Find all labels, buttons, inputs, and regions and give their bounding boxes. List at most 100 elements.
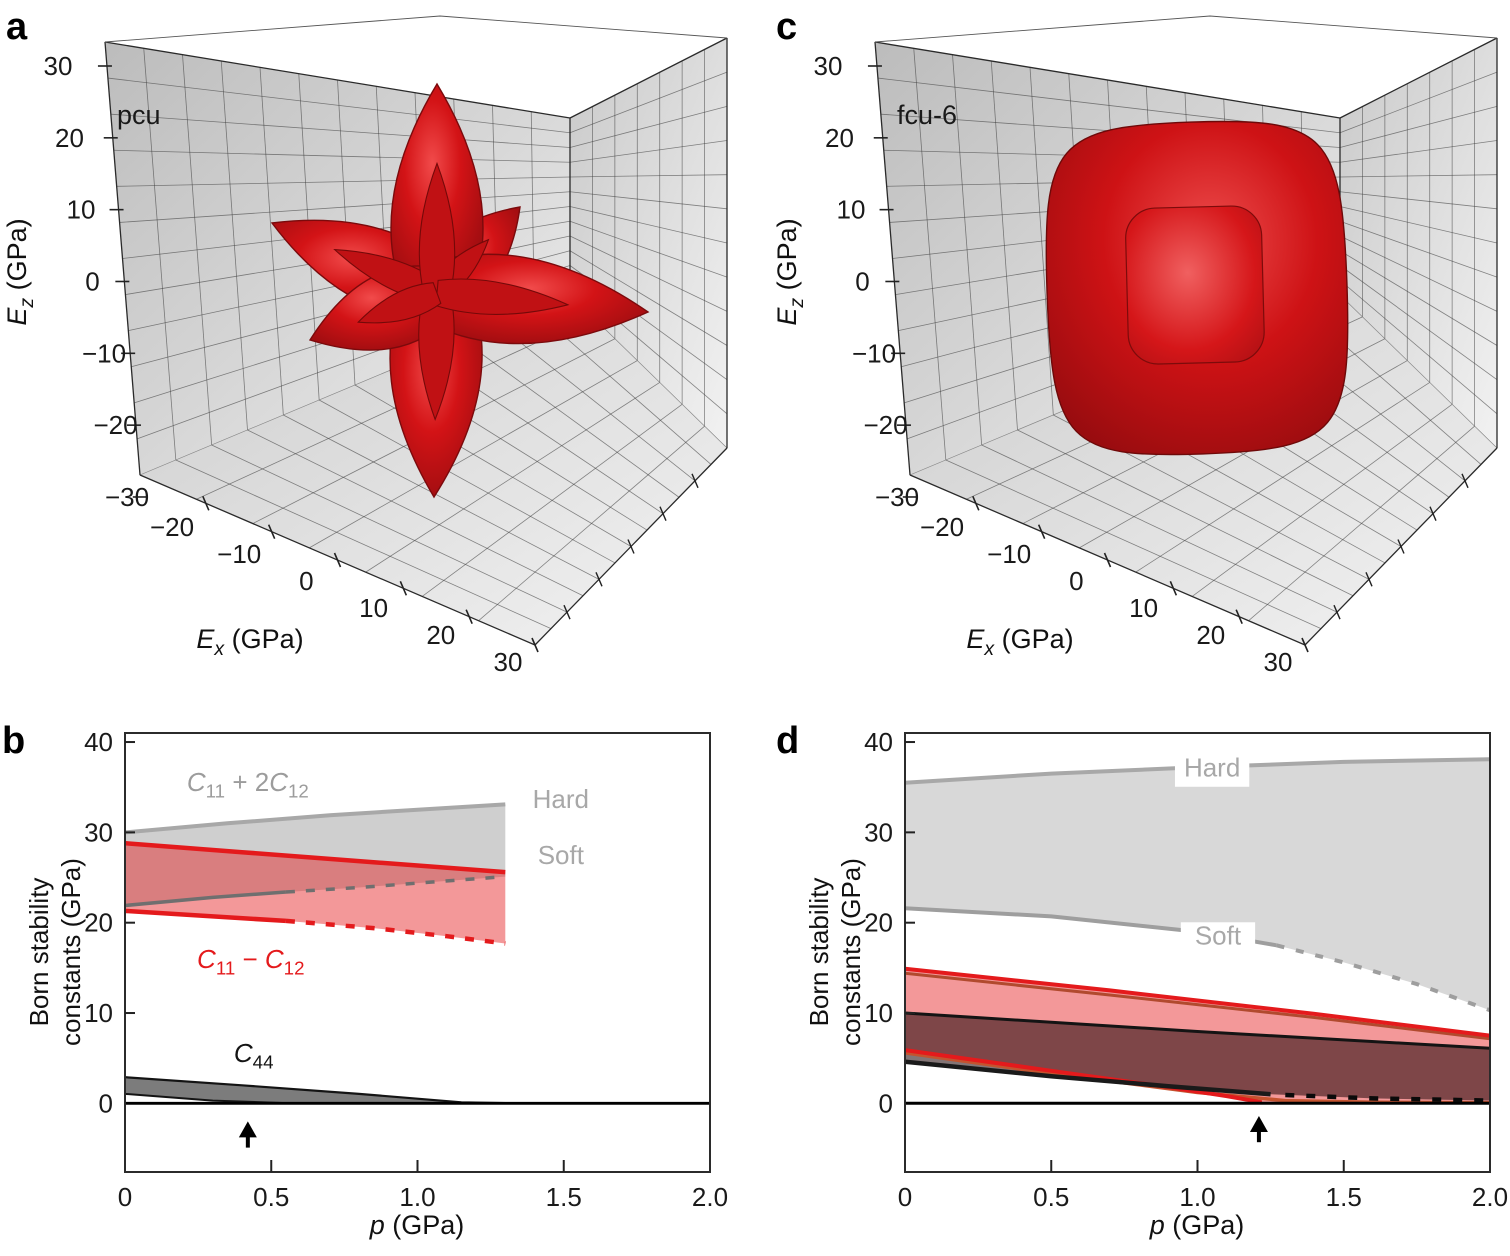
text-label: 0.5 bbox=[1033, 1182, 1069, 1212]
text-label: 30 bbox=[44, 51, 73, 81]
text-label: 40 bbox=[864, 727, 893, 757]
label-chip bbox=[1180, 922, 1256, 955]
arrow-marker bbox=[238, 1121, 257, 1148]
series-brown_hard bbox=[905, 971, 1490, 1041]
fill-region-2 bbox=[125, 1077, 506, 1104]
net-tag-pcu: pcu bbox=[117, 100, 161, 130]
text-label: Ex (GPa) bbox=[196, 624, 303, 660]
series-red_soft_dashed bbox=[285, 918, 506, 946]
text-label: 1.5 bbox=[546, 1182, 582, 1212]
text-label: −10 bbox=[82, 338, 126, 368]
chart-d-xaxis-title: p (GPa) bbox=[1149, 1210, 1245, 1240]
text-label: 1.0 bbox=[1179, 1182, 1215, 1212]
series-black_soft bbox=[905, 1059, 1271, 1097]
text-label: 20 bbox=[1196, 620, 1225, 650]
text-label: C44 bbox=[234, 1038, 274, 1073]
text-label: −20 bbox=[150, 512, 194, 542]
panel-label-a: a bbox=[6, 6, 28, 48]
z-axis-ticks: 30 20 10 0 −10 −20 −30 bbox=[44, 51, 150, 512]
isosurface-blob bbox=[1045, 120, 1349, 456]
text-label: 10 bbox=[84, 998, 113, 1028]
text-label: 10 bbox=[1129, 593, 1158, 623]
tick-marks bbox=[905, 741, 1345, 1172]
text-label: −20 bbox=[863, 410, 907, 440]
plot-area bbox=[905, 757, 1490, 1105]
arrow-marker bbox=[1249, 1115, 1268, 1143]
text-label: −10 bbox=[217, 539, 261, 569]
fill-region-0 bbox=[125, 804, 506, 906]
series-red_soft_solid bbox=[125, 908, 287, 924]
fill-region-0 bbox=[905, 759, 1490, 1011]
y-axis-ticks bbox=[1333, 473, 1469, 620]
text-label: 10 bbox=[864, 998, 893, 1028]
series-soft_line_dashed bbox=[1276, 943, 1490, 1013]
series-soft_line_solid bbox=[125, 890, 287, 908]
tick-marks bbox=[125, 741, 565, 1172]
text-label: 0 bbox=[118, 1182, 132, 1212]
text-label: 30 bbox=[494, 647, 523, 677]
plot-area bbox=[125, 802, 710, 1105]
text-label: Soft bbox=[1195, 920, 1242, 950]
text-label: −10 bbox=[852, 338, 896, 368]
text-label: −30 bbox=[875, 482, 919, 512]
y-axis-ticks bbox=[563, 473, 699, 620]
text-label: −10 bbox=[987, 539, 1031, 569]
text-label: 0 bbox=[1069, 566, 1083, 596]
text-label: 20 bbox=[55, 123, 84, 153]
panel-label-d: d bbox=[776, 720, 800, 762]
text-label: Ez (GPa) bbox=[2, 218, 38, 325]
text-label: 40 bbox=[84, 727, 113, 757]
isosurface-star bbox=[270, 82, 650, 499]
text-label: Ez (GPa) bbox=[772, 218, 808, 325]
text-label: Hard bbox=[1184, 752, 1240, 782]
text-label: 0.5 bbox=[253, 1182, 289, 1212]
text-label: 1.5 bbox=[1326, 1182, 1362, 1212]
text-label: 1.0 bbox=[399, 1182, 435, 1212]
text-label: 20 bbox=[825, 123, 854, 153]
text-label: 10 bbox=[359, 593, 388, 623]
text-label: 0 bbox=[879, 1088, 893, 1118]
text-label: Soft bbox=[538, 840, 585, 870]
fill-region-1 bbox=[125, 843, 506, 944]
z-axis-ticks: 30 20 10 0 −10 −20 −30 bbox=[814, 51, 920, 512]
chart-b-yaxis-title: Born stability constants (GPa) bbox=[24, 858, 86, 1046]
fill-region-2 bbox=[905, 1013, 1490, 1101]
text-label: 2.0 bbox=[1472, 1182, 1508, 1212]
text-label: 0 bbox=[99, 1088, 113, 1118]
text-label: 10 bbox=[837, 195, 866, 225]
text-label: 30 bbox=[864, 817, 893, 847]
series-soft_line_dashed bbox=[285, 874, 506, 894]
panel-label-c: c bbox=[776, 6, 798, 48]
chart-d-yaxis-title: Born stability constants (GPa) bbox=[804, 858, 866, 1046]
text-label: 0 bbox=[898, 1182, 912, 1212]
text-label: −30 bbox=[105, 482, 149, 512]
text-label: Ex (GPa) bbox=[966, 624, 1073, 660]
text-label: 20 bbox=[84, 908, 113, 938]
chart-b-xaxis-title: p (GPa) bbox=[369, 1210, 465, 1240]
text-label: 0 bbox=[299, 566, 313, 596]
text-label: Hard bbox=[533, 784, 589, 814]
text-label: 30 bbox=[1264, 647, 1293, 677]
series-black_hard bbox=[905, 1011, 1490, 1050]
series-red_hard bbox=[125, 840, 506, 875]
chart-d: 0 10 20 30 40 0 0.5 1.0 1.5 2.0 Hard Soft bbox=[864, 727, 1508, 1212]
net-tag-fcu6: fcu-6 bbox=[897, 100, 958, 130]
text-label: 20 bbox=[426, 620, 455, 650]
series-hard_line bbox=[125, 802, 506, 835]
text-label: 30 bbox=[84, 817, 113, 847]
text-label: 30 bbox=[814, 51, 843, 81]
x-axis-ticks: −20 −10 0 10 20 30 bbox=[920, 496, 1309, 677]
text-label: 10 bbox=[67, 195, 96, 225]
text-label: C11 + 2C12 bbox=[187, 767, 309, 802]
text-label: C11 − C12 bbox=[197, 944, 304, 979]
series-black_soft_dashed bbox=[1285, 1092, 1490, 1103]
text-label: 2.0 bbox=[692, 1182, 728, 1212]
text-label: −20 bbox=[920, 512, 964, 542]
panel-label-b: b bbox=[2, 720, 26, 762]
text-label: 0 bbox=[85, 266, 99, 296]
text-label: 20 bbox=[864, 908, 893, 938]
